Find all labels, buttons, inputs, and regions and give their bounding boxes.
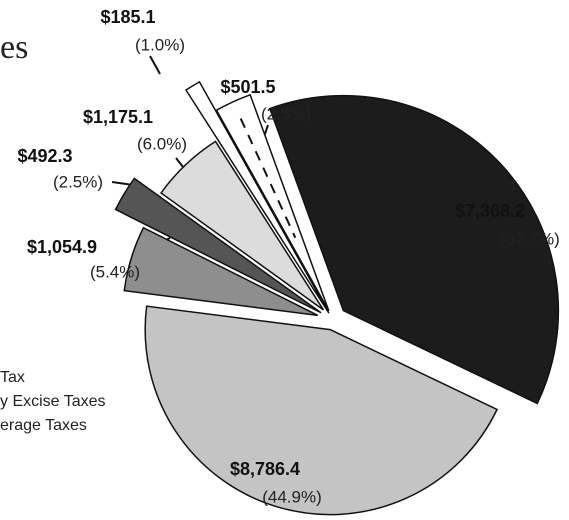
value-label: $501.5	[220, 77, 275, 97]
pie-slice	[123, 226, 319, 317]
percent-label: (1.0%)	[135, 35, 185, 54]
value-label: $492.3	[17, 146, 72, 166]
slice-divider	[239, 118, 297, 239]
percent-label: (6.0%)	[137, 134, 187, 153]
value-label: $1,175.1	[83, 107, 153, 127]
pie-slice	[144, 305, 499, 516]
arrow	[149, 55, 161, 75]
pie-slice	[184, 80, 330, 314]
percent-label: (37.7%)	[500, 229, 560, 248]
pie-slice	[159, 140, 325, 311]
value-label: $7,368.2	[455, 201, 525, 221]
pie-slice	[114, 177, 322, 314]
value-label: $1,054.9	[27, 237, 97, 257]
value-label: $8,786.4	[230, 459, 300, 479]
pie-slice	[268, 94, 560, 405]
chart-title: es	[0, 29, 28, 66]
percent-label: (2.5%)	[261, 104, 311, 123]
legend-text: erage Taxes	[0, 417, 87, 434]
percent-label: (2.5%)	[53, 172, 103, 191]
pie-slice	[215, 93, 330, 312]
legend-text: y Excise Taxes	[0, 393, 106, 410]
legend-text: Tax	[0, 369, 25, 386]
percent-label: (5.4%)	[90, 262, 140, 281]
value-label: $185.1	[100, 7, 155, 27]
percent-label: (44.9%)	[262, 487, 322, 506]
